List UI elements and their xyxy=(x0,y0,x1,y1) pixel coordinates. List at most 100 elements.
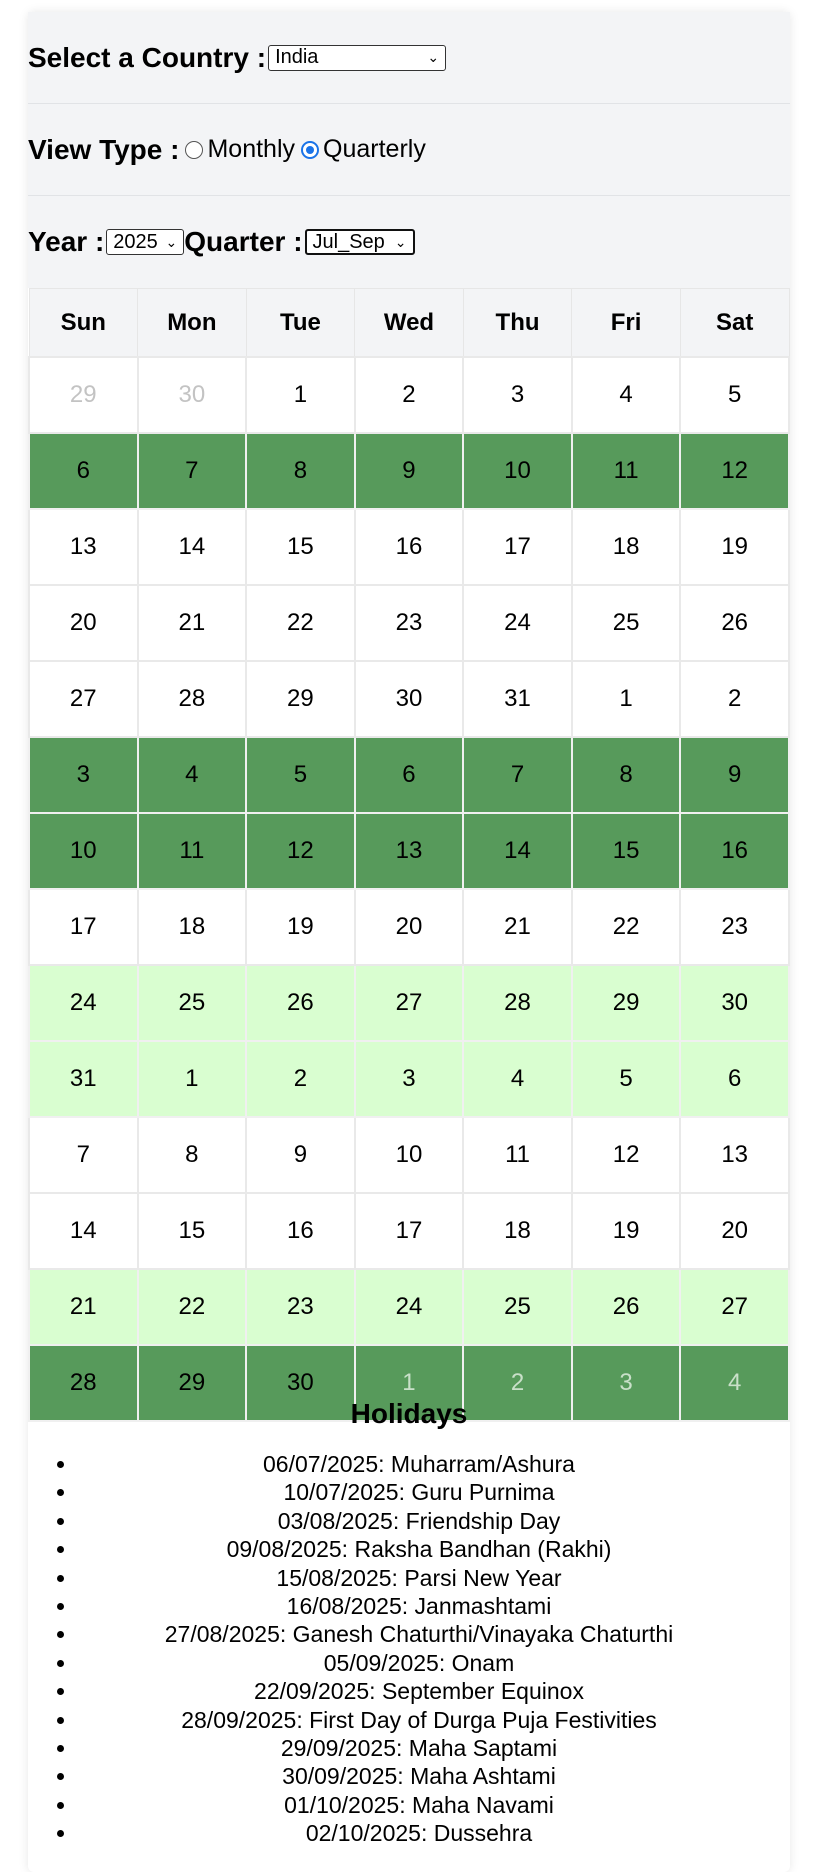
calendar-day-cell[interactable]: 14 xyxy=(28,1192,139,1270)
calendar-day-cell[interactable]: 27 xyxy=(353,964,465,1042)
calendar-day-cell[interactable]: 23 xyxy=(245,1268,356,1346)
calendar-day-cell[interactable]: 19 xyxy=(245,888,356,966)
calendar-day-cell[interactable]: 23 xyxy=(353,584,465,662)
calendar-day-cell[interactable]: 2 xyxy=(245,1040,356,1118)
calendar-day-cell[interactable]: 22 xyxy=(570,888,682,966)
calendar-day-cell[interactable]: 4 xyxy=(462,1040,573,1118)
calendar-day-cell[interactable]: 30 xyxy=(679,964,790,1042)
calendar-day-cell[interactable]: 25 xyxy=(570,584,682,662)
calendar-day-cell[interactable]: 1 xyxy=(570,660,682,738)
calendar-day-cell[interactable]: 26 xyxy=(570,1268,682,1346)
calendar-day-cell[interactable]: 28 xyxy=(28,1344,139,1422)
calendar-day-cell[interactable]: 7 xyxy=(462,736,573,814)
calendar-day-cell[interactable]: 7 xyxy=(136,432,248,510)
calendar-day-cell[interactable]: 21 xyxy=(136,584,248,662)
calendar-day-cell[interactable]: 1 xyxy=(245,356,356,434)
calendar-day-cell[interactable]: 17 xyxy=(353,1192,465,1270)
calendar-day-cell[interactable]: 3 xyxy=(570,1344,682,1422)
calendar-day-cell[interactable]: 4 xyxy=(136,736,248,814)
calendar-day-cell[interactable]: 18 xyxy=(136,888,248,966)
calendar-day-cell[interactable]: 24 xyxy=(353,1268,465,1346)
calendar-day-cell[interactable]: 12 xyxy=(679,432,790,510)
calendar-day-cell[interactable]: 29 xyxy=(28,356,139,434)
calendar-day-cell[interactable]: 1 xyxy=(136,1040,248,1118)
calendar-day-cell[interactable]: 7 xyxy=(28,1116,139,1194)
calendar-day-cell[interactable]: 20 xyxy=(28,584,139,662)
calendar-day-cell[interactable]: 4 xyxy=(679,1344,790,1422)
calendar-day-cell[interactable]: 9 xyxy=(353,432,465,510)
calendar-day-cell[interactable]: 24 xyxy=(28,964,139,1042)
calendar-day-cell[interactable]: 2 xyxy=(353,356,465,434)
calendar-day-cell[interactable]: 21 xyxy=(462,888,573,966)
calendar-day-cell[interactable]: 3 xyxy=(28,736,139,814)
calendar-day-cell[interactable]: 17 xyxy=(462,508,573,586)
calendar-day-cell[interactable]: 5 xyxy=(245,736,356,814)
calendar-day-cell[interactable]: 2 xyxy=(679,660,790,738)
monthly-radio-label[interactable]: Monthly xyxy=(207,135,296,163)
calendar-day-cell[interactable]: 9 xyxy=(679,736,790,814)
calendar-day-cell[interactable]: 18 xyxy=(462,1192,573,1270)
calendar-day-cell[interactable]: 30 xyxy=(136,356,248,434)
calendar-day-cell[interactable]: 6 xyxy=(679,1040,790,1118)
calendar-day-cell[interactable]: 26 xyxy=(679,584,790,662)
calendar-day-cell[interactable]: 25 xyxy=(136,964,248,1042)
calendar-day-cell[interactable]: 5 xyxy=(570,1040,682,1118)
calendar-day-cell[interactable]: 12 xyxy=(245,812,356,890)
calendar-day-cell[interactable]: 29 xyxy=(136,1344,248,1422)
calendar-day-cell[interactable]: 10 xyxy=(28,812,139,890)
calendar-day-cell[interactable]: 13 xyxy=(28,508,139,586)
calendar-day-cell[interactable]: 13 xyxy=(679,1116,790,1194)
calendar-day-cell[interactable]: 14 xyxy=(462,812,573,890)
calendar-day-cell[interactable]: 20 xyxy=(353,888,465,966)
calendar-day-cell[interactable]: 2 xyxy=(462,1344,573,1422)
calendar-day-cell[interactable]: 8 xyxy=(245,432,356,510)
calendar-day-cell[interactable]: 23 xyxy=(679,888,790,966)
calendar-day-cell[interactable]: 28 xyxy=(136,660,248,738)
calendar-day-cell[interactable]: 16 xyxy=(353,508,465,586)
calendar-day-cell[interactable]: 24 xyxy=(462,584,573,662)
calendar-day-cell[interactable]: 28 xyxy=(462,964,573,1042)
calendar-day-cell[interactable]: 16 xyxy=(679,812,790,890)
calendar-day-cell[interactable]: 22 xyxy=(245,584,356,662)
calendar-day-cell[interactable]: 25 xyxy=(462,1268,573,1346)
calendar-day-cell[interactable]: 3 xyxy=(353,1040,465,1118)
calendar-day-cell[interactable]: 17 xyxy=(28,888,139,966)
quarterly-radio[interactable] xyxy=(301,140,320,159)
calendar-day-cell[interactable]: 29 xyxy=(570,964,682,1042)
year-select[interactable]: 2025 ⌄ xyxy=(106,229,185,255)
calendar-day-cell[interactable]: 6 xyxy=(353,736,465,814)
calendar-day-cell[interactable]: 15 xyxy=(570,812,682,890)
calendar-day-cell[interactable]: 27 xyxy=(28,660,139,738)
calendar-day-cell[interactable]: 19 xyxy=(679,508,790,586)
calendar-day-cell[interactable]: 9 xyxy=(245,1116,356,1194)
calendar-day-cell[interactable]: 4 xyxy=(570,356,682,434)
calendar-day-cell[interactable]: 16 xyxy=(245,1192,356,1270)
calendar-day-cell[interactable]: 18 xyxy=(570,508,682,586)
calendar-day-cell[interactable]: 14 xyxy=(136,508,248,586)
calendar-day-cell[interactable]: 31 xyxy=(28,1040,139,1118)
calendar-day-cell[interactable]: 11 xyxy=(570,432,682,510)
calendar-day-cell[interactable]: 30 xyxy=(353,660,465,738)
calendar-day-cell[interactable]: 22 xyxy=(136,1268,248,1346)
calendar-day-cell[interactable]: 8 xyxy=(136,1116,248,1194)
calendar-day-cell[interactable]: 5 xyxy=(679,356,790,434)
calendar-day-cell[interactable]: 27 xyxy=(679,1268,790,1346)
country-select[interactable]: India ⌄ xyxy=(268,44,447,71)
calendar-day-cell[interactable]: 20 xyxy=(679,1192,790,1270)
calendar-day-cell[interactable]: 11 xyxy=(462,1116,573,1194)
calendar-day-cell[interactable]: 3 xyxy=(462,356,573,434)
calendar-day-cell[interactable]: 10 xyxy=(353,1116,465,1194)
calendar-day-cell[interactable]: 11 xyxy=(136,812,248,890)
calendar-day-cell[interactable]: 30 xyxy=(245,1344,356,1422)
calendar-day-cell[interactable]: 19 xyxy=(570,1192,682,1270)
calendar-day-cell[interactable]: 15 xyxy=(245,508,356,586)
calendar-day-cell[interactable]: 1 xyxy=(353,1344,465,1422)
calendar-day-cell[interactable]: 15 xyxy=(136,1192,248,1270)
calendar-day-cell[interactable]: 8 xyxy=(570,736,682,814)
calendar-day-cell[interactable]: 21 xyxy=(28,1268,139,1346)
calendar-day-cell[interactable]: 29 xyxy=(245,660,356,738)
calendar-day-cell[interactable]: 26 xyxy=(245,964,356,1042)
calendar-day-cell[interactable]: 12 xyxy=(570,1116,682,1194)
monthly-radio[interactable] xyxy=(185,140,204,159)
calendar-day-cell[interactable]: 31 xyxy=(462,660,573,738)
